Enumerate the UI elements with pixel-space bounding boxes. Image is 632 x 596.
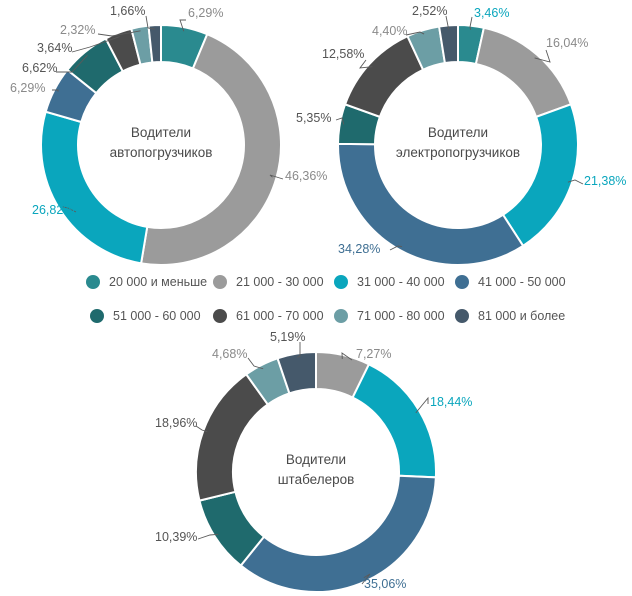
- leader-line: [97, 30, 141, 37]
- legend-label: 20 000 и меньше: [109, 275, 208, 289]
- chart-title: Водители: [286, 452, 346, 467]
- data-label: 4,40%: [372, 24, 407, 38]
- leader-line: [71, 36, 120, 53]
- legend-swatch: [334, 309, 348, 323]
- donut-chart-forklift: 6,29% 46,36% 26,82% 6,29% 6,62% 3,64% 2,32% 1,6…: [10, 4, 327, 266]
- legend-label: 51 000 - 60 000: [113, 309, 201, 323]
- leader-line: [361, 573, 371, 585]
- leader-line: [179, 19, 186, 32]
- donut-slice: [501, 103, 579, 248]
- data-label: 5,19%: [270, 330, 305, 344]
- legend-item: 41 000 - 50 000: [455, 272, 566, 292]
- data-label: 18,96%: [155, 416, 197, 430]
- data-label: 21,38%: [584, 174, 626, 188]
- legend-swatch: [213, 275, 227, 289]
- donut-slice: [239, 474, 437, 593]
- donut-slice: [337, 142, 525, 266]
- legend-item: 31 000 - 40 000: [334, 272, 445, 292]
- leader-line: [445, 15, 450, 30]
- data-label: 2,32%: [60, 23, 95, 37]
- donut-chart-stacker: 7,27% 18,44% 35,06% 10,39% 18,96% 4,68% 5,19% В…: [155, 330, 472, 593]
- chart-title: штабелеров: [278, 472, 355, 487]
- donut-chart-electric-forklift: 3,46% 16,04% 21,38% 34,28% 5,35% 12,58% 4,40% 2…: [296, 4, 626, 266]
- legend-row-2: 51 000 - 60 000 61 000 - 70 000 71 000 -…: [0, 306, 632, 326]
- leader-line: [197, 533, 219, 540]
- data-label: 35,06%: [364, 577, 406, 591]
- legend-swatch: [86, 275, 100, 289]
- leader-line: [567, 179, 584, 185]
- leader-line: [359, 59, 373, 69]
- data-label: 7,27%: [356, 347, 391, 361]
- donut-slice: [437, 23, 459, 65]
- chart-title: электропогрузчиков: [396, 145, 520, 160]
- legend-label: 31 000 - 40 000: [357, 275, 445, 289]
- legend-label: 41 000 - 50 000: [478, 275, 566, 289]
- data-label: 10,39%: [155, 530, 197, 544]
- leader-line: [389, 245, 403, 251]
- data-label: 46,36%: [285, 169, 327, 183]
- data-label: 12,58%: [322, 47, 364, 61]
- chart-title: Водители: [131, 125, 191, 140]
- leader-line: [145, 15, 156, 30]
- donut-slice: [276, 350, 317, 395]
- legend-label: 71 000 - 80 000: [357, 309, 445, 323]
- leader-line: [62, 206, 77, 213]
- leader-line: [269, 174, 284, 180]
- data-label: 18,44%: [430, 395, 472, 409]
- leader-line: [296, 342, 301, 358]
- leader-line: [195, 425, 208, 433]
- legend-item: 51 000 - 60 000: [90, 306, 201, 326]
- data-label: 34,28%: [338, 242, 380, 256]
- legend-swatch: [455, 309, 469, 323]
- data-label: 6,29%: [188, 6, 223, 20]
- leader-line: [534, 49, 551, 63]
- legend-label: 21 000 - 30 000: [236, 275, 324, 289]
- legend-row-1: 20 000 и меньше 21 000 - 30 000 31 000 -…: [0, 272, 632, 292]
- legend-swatch: [455, 275, 469, 289]
- donut-slice: [351, 362, 437, 479]
- data-label: 1,66%: [110, 4, 145, 18]
- legend-item: 20 000 и меньше: [86, 272, 207, 292]
- data-label: 5,35%: [296, 111, 331, 125]
- legend-item: 61 000 - 70 000: [213, 306, 324, 326]
- data-label: 2,52%: [412, 4, 447, 18]
- data-label: 6,62%: [22, 61, 57, 75]
- leader-line: [56, 54, 88, 73]
- data-label: 6,29%: [10, 81, 45, 95]
- leader-line: [52, 89, 59, 92]
- leader-line: [247, 357, 264, 370]
- legend-item: 21 000 - 30 000: [213, 272, 324, 292]
- leader-line: [335, 117, 345, 125]
- data-label: 16,04%: [546, 36, 588, 50]
- legend-label: 61 000 - 70 000: [236, 309, 324, 323]
- leader-line: [341, 352, 353, 361]
- legend-swatch: [213, 309, 227, 323]
- data-label: 3,46%: [474, 6, 509, 20]
- legend-label: 81 000 и более: [478, 309, 566, 323]
- chart-title: Водители: [428, 125, 488, 140]
- legend-swatch: [90, 309, 104, 323]
- legend-item: 81 000 и более: [455, 306, 565, 326]
- chart-title: автопогрузчиков: [110, 145, 213, 160]
- legend-swatch: [334, 275, 348, 289]
- donut-slice: [195, 372, 270, 502]
- data-label: 26,82%: [32, 203, 74, 217]
- donut-slice: [139, 32, 282, 266]
- data-label: 3,64%: [37, 41, 72, 55]
- leader-line: [405, 31, 425, 36]
- leader-line: [469, 16, 473, 30]
- leader-line: [415, 396, 429, 414]
- data-label: 4,68%: [212, 347, 247, 361]
- donut-slice: [147, 23, 162, 64]
- legend-item: 71 000 - 80 000: [334, 306, 445, 326]
